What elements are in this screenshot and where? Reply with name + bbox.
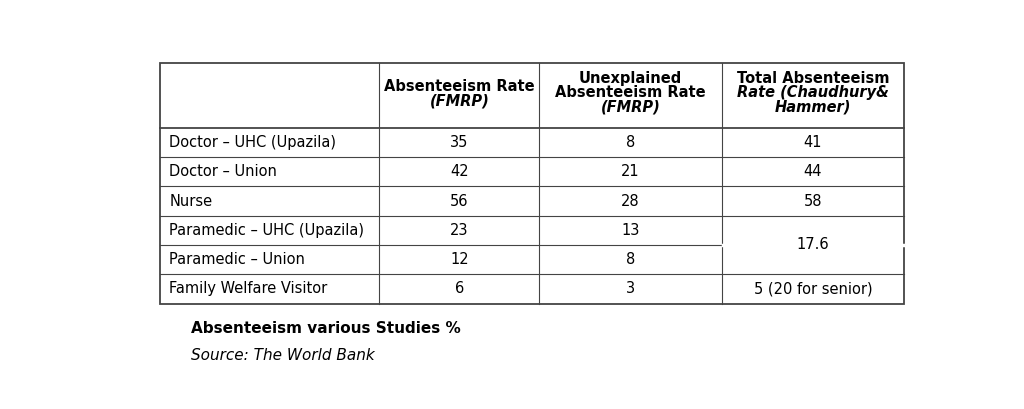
Text: 35: 35: [451, 135, 469, 150]
Text: 56: 56: [451, 193, 469, 209]
Text: Hammer): Hammer): [775, 99, 851, 114]
Text: Paramedic – UHC (Upazila): Paramedic – UHC (Upazila): [169, 223, 365, 238]
Text: 13: 13: [622, 223, 640, 238]
Text: 21: 21: [622, 164, 640, 179]
Text: 42: 42: [451, 164, 469, 179]
Text: (FMRP): (FMRP): [429, 94, 489, 109]
Text: Absenteeism Rate: Absenteeism Rate: [384, 79, 535, 94]
Text: 41: 41: [804, 135, 822, 150]
Text: Absenteeism various Studies %: Absenteeism various Studies %: [191, 321, 461, 336]
Text: 58: 58: [804, 193, 822, 209]
Text: 5 (20 for senior): 5 (20 for senior): [754, 281, 872, 297]
Text: 44: 44: [804, 164, 822, 179]
Text: Source: The World Bank: Source: The World Bank: [191, 348, 375, 363]
Text: 28: 28: [622, 193, 640, 209]
Text: 17.6: 17.6: [797, 238, 829, 252]
Bar: [160, 63, 904, 303]
Text: Family Welfare Visitor: Family Welfare Visitor: [169, 281, 328, 297]
Text: 23: 23: [451, 223, 469, 238]
Text: Doctor – Union: Doctor – Union: [169, 164, 278, 179]
Text: Total Absenteeism: Total Absenteeism: [736, 71, 889, 86]
Text: Nurse: Nurse: [169, 193, 212, 209]
Text: Rate (Chaudhury&: Rate (Chaudhury&: [737, 85, 889, 100]
Text: Paramedic – Union: Paramedic – Union: [169, 252, 305, 267]
Text: 8: 8: [626, 252, 635, 267]
Text: 3: 3: [626, 281, 635, 297]
Text: Absenteeism Rate: Absenteeism Rate: [555, 85, 706, 100]
Text: Doctor – UHC (Upazila): Doctor – UHC (Upazila): [169, 135, 336, 150]
Text: 12: 12: [451, 252, 469, 267]
Text: Unexplained: Unexplained: [579, 71, 682, 86]
Text: 6: 6: [455, 281, 464, 297]
Text: 8: 8: [626, 135, 635, 150]
Text: (FMRP): (FMRP): [601, 99, 660, 114]
